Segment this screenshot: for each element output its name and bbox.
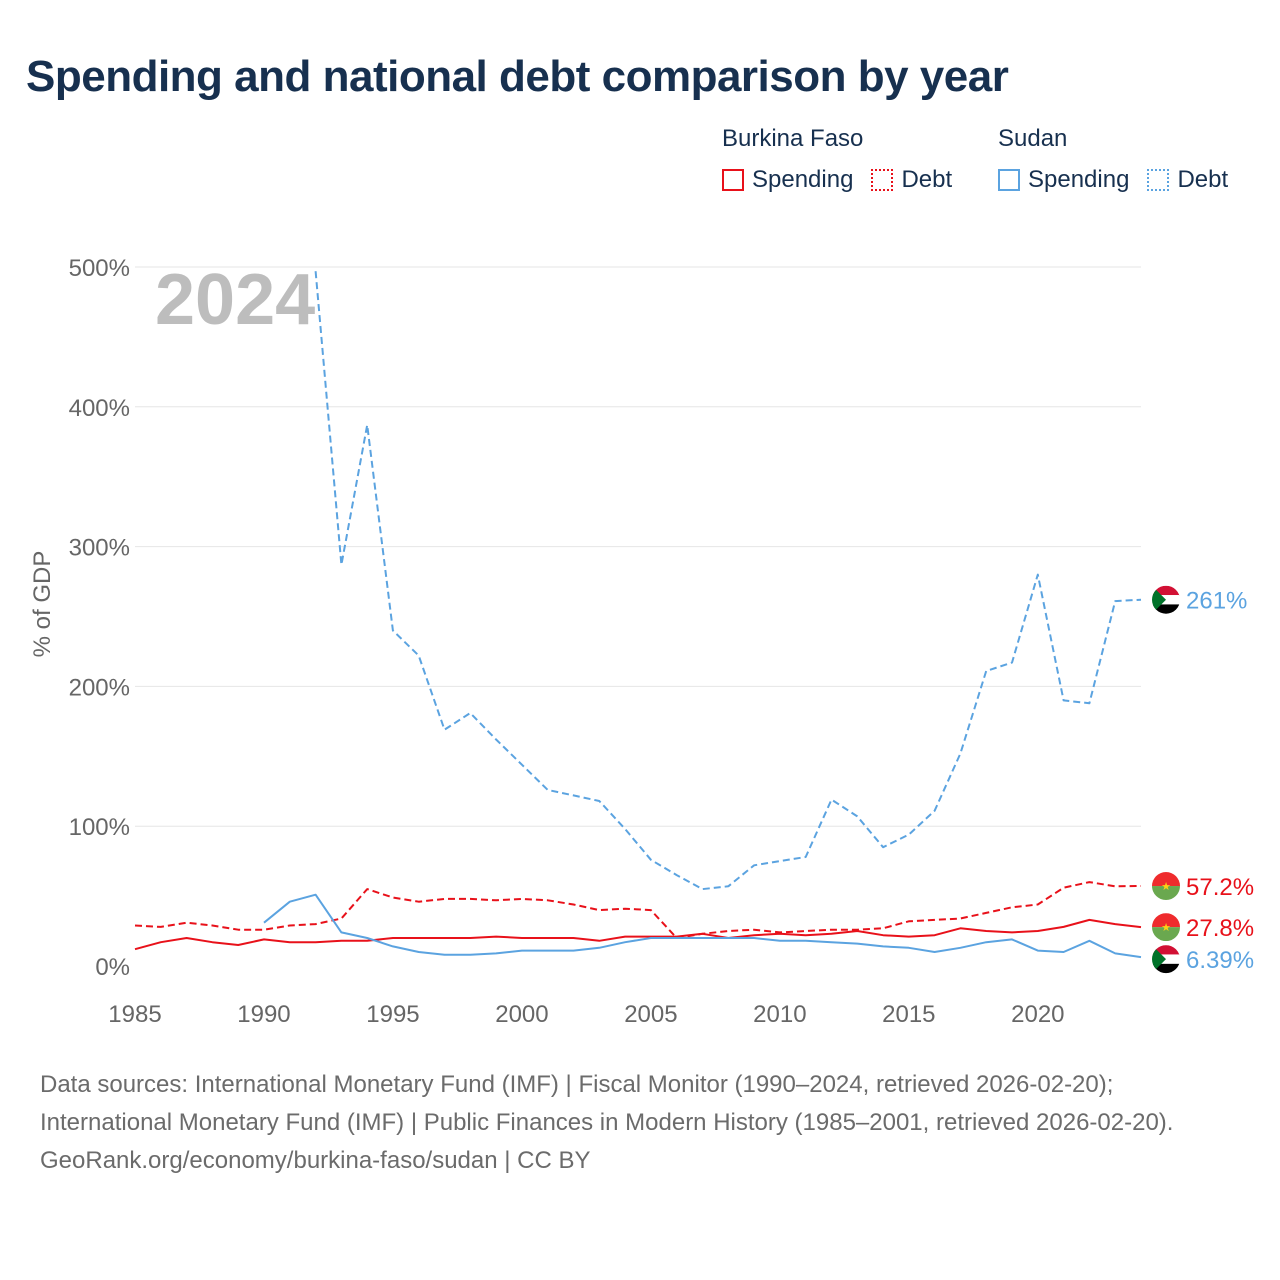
x-tick-label: 1990: [237, 1001, 290, 1028]
sudan-flag-icon: [1152, 945, 1180, 974]
legend-item-label: Debt: [901, 166, 953, 193]
x-axis: 1985 1990 1995 2000 2005 2010 2015 2020: [108, 1001, 1064, 1028]
x-tick-label: 1985: [108, 1001, 161, 1028]
legend-item-sudan-debt[interactable]: Debt: [1147, 166, 1228, 194]
y-tick-label: 400%: [69, 395, 130, 422]
attribution-link[interactable]: GeoRank.org/economy/burkina-faso/sudan |…: [40, 1147, 591, 1174]
legend-swatch-dotted-icon: [871, 169, 894, 191]
legend-group-sudan: Sudan Spending Debt: [998, 124, 1246, 194]
x-tick-label: 2020: [1011, 1001, 1064, 1028]
series: [134, 271, 1142, 959]
line-chart: ★ 2024 0%100%200%300%400%500% 1985199019…: [29, 255, 1254, 1028]
end-labels: 261% 57.2% 27.8% 6.39%: [1152, 586, 1254, 974]
y-axis-label: % of GDP: [29, 551, 56, 658]
legend-item-label: Spending: [752, 166, 854, 193]
legend-item-burkina-faso-debt[interactable]: Debt: [871, 166, 952, 194]
footer: Data sources: International Monetary Fun…: [40, 1066, 1250, 1180]
legend-group-title: Sudan: [998, 125, 1068, 152]
legend-item-label: Debt: [1177, 166, 1229, 193]
burkina-faso-flag-icon: [1152, 872, 1180, 900]
end-value-label: 57.2%: [1186, 874, 1254, 901]
series-line-sudan-debt: [314, 271, 1142, 891]
legend-group-title: Burkina Faso: [722, 125, 864, 152]
legend-item-burkina-faso-spending[interactable]: Spending: [722, 166, 853, 194]
legend-swatch-solid-icon: [998, 169, 1020, 191]
y-tick-label: 500%: [69, 255, 130, 282]
legend-swatch-solid-icon: [722, 169, 744, 191]
series-line-burkina-faso-debt: [134, 881, 1142, 939]
series-line-burkina-faso-spending: [134, 918, 1142, 951]
end-value-label: 27.8%: [1186, 915, 1254, 942]
end-value-label: 261%: [1186, 588, 1247, 615]
x-tick-label: 2000: [495, 1001, 548, 1028]
burkina-faso-flag-icon: [1152, 913, 1180, 941]
sudan-flag-icon: [1152, 586, 1180, 615]
y-tick-label: 200%: [69, 674, 130, 701]
y-tick-label: 300%: [69, 535, 130, 562]
year-watermark: 2024: [155, 260, 315, 340]
x-tick-label: 2010: [753, 1001, 806, 1028]
data-sources: Data sources: International Monetary Fun…: [40, 1071, 1174, 1136]
legend-item-sudan-spending[interactable]: Spending: [998, 166, 1129, 194]
x-tick-label: 1995: [366, 1001, 419, 1028]
series-line-sudan-spending: [263, 893, 1142, 959]
grid: [135, 266, 1141, 827]
chart-title: Spending and national debt comparison by…: [26, 52, 1009, 101]
legend-group-burkina-faso: Burkina Faso Spending Debt: [722, 124, 970, 194]
legend-swatch-dotted-icon: [1147, 169, 1170, 191]
x-tick-label: 2015: [882, 1001, 935, 1028]
x-tick-label: 2005: [624, 1001, 677, 1028]
y-axis: 0% 100% 200% 300% 400% 500%: [69, 255, 130, 981]
end-value-label: 6.39%: [1186, 947, 1254, 974]
y-tick-label: 100%: [69, 814, 130, 841]
legend-item-label: Spending: [1028, 166, 1130, 193]
y-tick-label: 0%: [95, 954, 130, 981]
